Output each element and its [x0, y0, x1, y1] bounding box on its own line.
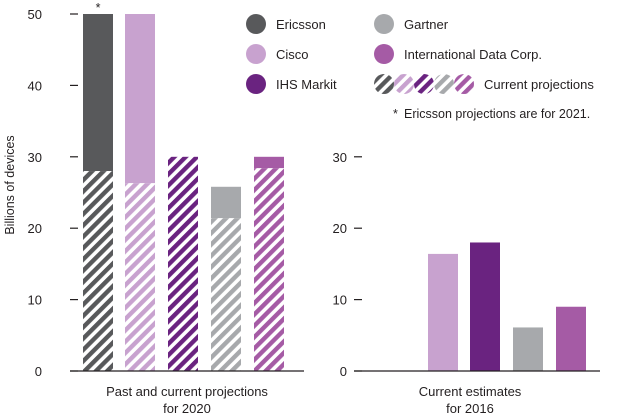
- past-projection-bar-international-data-corp: [254, 156, 284, 169]
- right-tick-label-10: 10: [333, 293, 347, 308]
- current-projection-bar-ericsson: [83, 171, 113, 371]
- left-tick-label-10: 10: [28, 293, 42, 308]
- footnote-marker: *: [393, 107, 398, 121]
- legend-label-gartner: Gartner: [404, 17, 449, 32]
- left-caption-line1: Past and current projections: [106, 384, 268, 399]
- right-panel: 0 10 20 30 Current estimates for 2016: [333, 150, 600, 416]
- right-bars: [428, 242, 586, 371]
- y-axis-label: Billions of devices: [3, 135, 17, 234]
- current-projection-bar-cisco: [125, 183, 155, 371]
- legend: Ericsson Gartner Cisco International Dat…: [246, 14, 594, 121]
- right-caption-line2: for 2016: [446, 401, 494, 416]
- estimate-bar-ihs-markit: [470, 242, 500, 371]
- right-y-ticks: 0 10 20 30: [333, 150, 362, 379]
- estimate-bar-gartner: [513, 327, 543, 371]
- left-tick-label-50: 50: [28, 7, 42, 22]
- legend-swatch-cisco: [246, 44, 266, 64]
- ericsson-annotation: *: [96, 1, 101, 15]
- legend-swatch-current-ihs-markit: [414, 74, 434, 94]
- legend-swatch-current-cisco: [394, 74, 414, 94]
- past-projection-bar-cisco: [125, 14, 155, 184]
- current-projection-bar-international-data-corp: [254, 168, 284, 371]
- left-tick-label-0: 0: [35, 364, 42, 379]
- right-tick-label-30: 30: [333, 150, 347, 165]
- left-tick-label-40: 40: [28, 78, 42, 93]
- current-projection-bar-gartner: [211, 218, 241, 371]
- right-tick-label-0: 0: [340, 364, 347, 379]
- legend-swatch-current-gartner: [434, 74, 454, 94]
- left-bars: [83, 14, 284, 371]
- right-tick-label-20: 20: [333, 221, 347, 236]
- legend-label-ihs-markit: IHS Markit: [276, 77, 337, 92]
- current-projection-bar-ihs-markit: [168, 156, 198, 371]
- legend-swatch-idc: [374, 44, 394, 64]
- past-projection-bar-gartner: [211, 186, 241, 219]
- legend-swatch-ihs-markit: [246, 74, 266, 94]
- legend-swatch-current-ericsson: [374, 74, 394, 94]
- legend-swatch-ericsson: [246, 14, 266, 34]
- left-panel: Billions of devices 0 10 20 30 40 50 Past and…: [3, 7, 304, 416]
- estimate-bar-cisco: [428, 253, 458, 371]
- legend-swatch-current-idc: [454, 74, 474, 94]
- estimate-bar-international-data-corp: [556, 306, 586, 371]
- left-tick-label-30: 30: [28, 150, 42, 165]
- legend-swatch-gartner: [374, 14, 394, 34]
- left-y-ticks: 0 10 20 30 40 50: [28, 7, 78, 379]
- legend-label-current: Current projections: [484, 77, 594, 92]
- left-tick-label-20: 20: [28, 221, 42, 236]
- footnote-text: Ericsson projections are for 2021.: [404, 107, 590, 121]
- left-caption-line2: for 2020: [163, 401, 211, 416]
- legend-label-ericsson: Ericsson: [276, 17, 326, 32]
- past-projection-bar-ericsson: [83, 14, 113, 172]
- legend-label-cisco: Cisco: [276, 47, 309, 62]
- legend-label-idc: International Data Corp.: [404, 47, 542, 62]
- right-caption-line1: Current estimates: [419, 384, 522, 399]
